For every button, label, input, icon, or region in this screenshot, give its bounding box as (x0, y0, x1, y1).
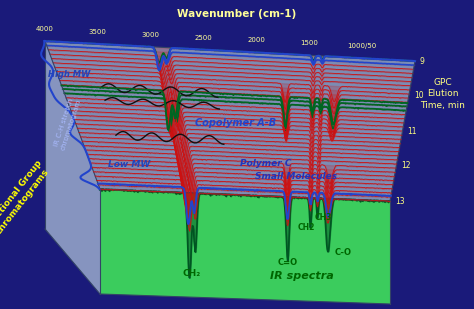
Text: 2000: 2000 (247, 37, 265, 44)
Text: High MW: High MW (48, 70, 91, 79)
Text: CH3: CH3 (315, 213, 332, 222)
Text: Copolymer A-B: Copolymer A-B (195, 118, 276, 128)
Polygon shape (100, 189, 390, 304)
Text: C=O: C=O (278, 258, 298, 267)
Text: 9: 9 (420, 57, 425, 66)
Text: Low MW: Low MW (108, 160, 150, 169)
Text: 3000: 3000 (142, 32, 160, 38)
Text: IR spectra: IR spectra (270, 271, 334, 281)
Text: GPC
Elution
Time, min: GPC Elution Time, min (420, 78, 465, 110)
Text: IR C-H stretch
chromatogram: IR C-H stretch chromatogram (52, 96, 82, 151)
Text: Small Molecules: Small Molecules (255, 172, 337, 181)
Text: 2500: 2500 (195, 35, 212, 40)
Polygon shape (45, 41, 100, 294)
Text: 11: 11 (408, 126, 417, 136)
Text: Functional Group
Chromatograms: Functional Group Chromatograms (0, 159, 53, 239)
Text: C-O: C-O (334, 248, 351, 257)
Polygon shape (45, 41, 415, 201)
Text: 4000: 4000 (36, 26, 54, 32)
Polygon shape (100, 189, 390, 304)
Text: CH₂: CH₂ (182, 269, 201, 278)
Text: 10: 10 (414, 91, 423, 100)
Text: 13: 13 (395, 197, 405, 205)
Text: 12: 12 (401, 162, 411, 171)
Text: 1000/50: 1000/50 (347, 43, 377, 49)
Text: 3500: 3500 (89, 29, 107, 35)
Text: CH2: CH2 (298, 222, 315, 231)
Text: 1500: 1500 (301, 40, 318, 46)
Text: Wavenumber (cm-1): Wavenumber (cm-1) (177, 9, 297, 19)
Text: Polymer C: Polymer C (240, 159, 292, 168)
